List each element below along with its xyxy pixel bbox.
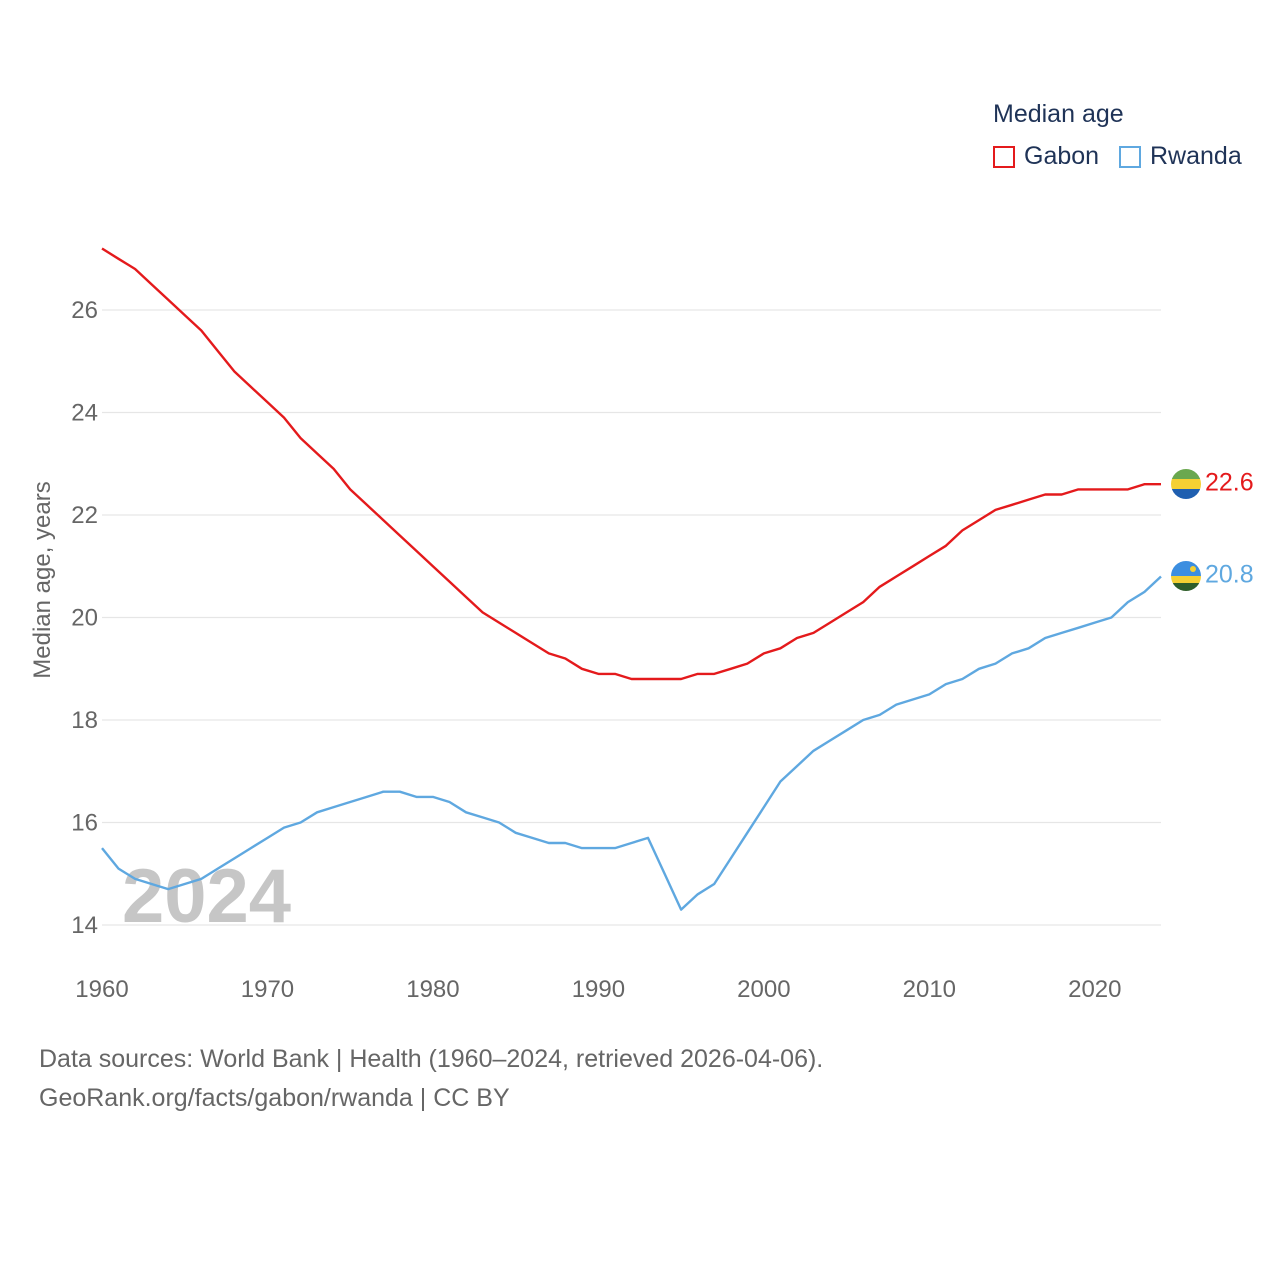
x-tick-label: 1980 xyxy=(406,976,459,1003)
legend-label-rwanda: Rwanda xyxy=(1150,142,1242,170)
legend-item-rwanda[interactable]: Rwanda xyxy=(1119,142,1242,171)
end-label-gabon: 22.6 xyxy=(1205,468,1254,496)
source-line-1: Data sources: World Bank | Health (1960–… xyxy=(39,1045,824,1073)
legend-title: Median age xyxy=(993,100,1124,128)
y-tick-label: 14 xyxy=(71,912,98,939)
y-tick-label: 24 xyxy=(71,400,98,427)
y-axis-label: Median age, years xyxy=(29,481,56,678)
y-tick-label: 16 xyxy=(71,810,98,837)
x-tick-label: 1990 xyxy=(572,976,625,1003)
source-line-2: GeoRank.org/facts/gabon/rwanda | CC BY xyxy=(39,1084,510,1112)
rwanda-flag-icon xyxy=(1171,561,1201,591)
legend-swatch-gabon xyxy=(993,145,1015,168)
year-watermark: 2024 xyxy=(122,854,291,939)
x-tick-label: 2010 xyxy=(903,976,956,1003)
legend-swatch-rwanda xyxy=(1119,145,1141,168)
end-label-rwanda: 20.8 xyxy=(1205,561,1254,589)
x-tick-label: 2000 xyxy=(737,976,790,1003)
legend-item-gabon[interactable]: Gabon xyxy=(993,142,1099,171)
y-tick-label: 20 xyxy=(71,605,98,632)
legend-label-gabon: Gabon xyxy=(1024,142,1100,170)
gabon-flag-icon xyxy=(1171,469,1201,499)
x-tick-label: 2020 xyxy=(1068,976,1121,1003)
x-tick-label: 1960 xyxy=(75,976,128,1003)
y-tick-label: 26 xyxy=(71,297,98,324)
y-tick-label: 22 xyxy=(71,502,98,529)
x-tick-label: 1970 xyxy=(241,976,294,1003)
y-tick-label: 18 xyxy=(71,707,98,734)
series-line-rwanda xyxy=(101,575,1162,911)
series-line-gabon xyxy=(101,247,1161,681)
